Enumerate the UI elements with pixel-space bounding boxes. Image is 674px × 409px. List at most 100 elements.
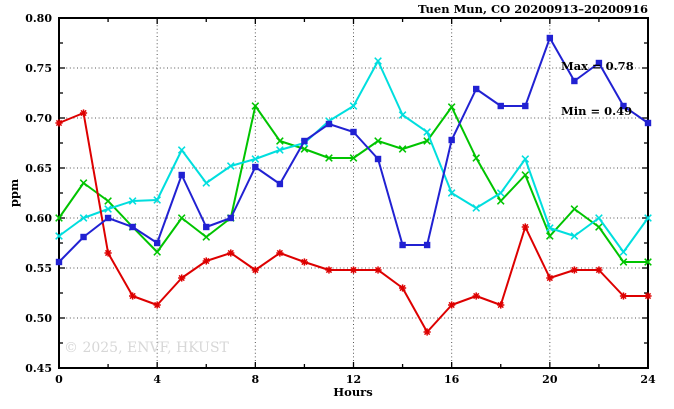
y-tick-label: 0.45 <box>25 362 52 375</box>
series-cyan-marker <box>128 197 137 205</box>
series-green <box>55 102 652 266</box>
series-blue-marker <box>276 180 284 188</box>
series-cyan-marker <box>398 111 407 119</box>
series-blue-line <box>58 37 649 263</box>
series-red-marker <box>251 266 259 274</box>
series-blue-marker <box>399 241 406 249</box>
series-cyan-marker <box>226 162 235 170</box>
chart-title: Tuen Mun, CO 20200913–20200916 <box>418 2 648 16</box>
series-blue-marker <box>620 102 627 110</box>
series-red-marker <box>153 301 161 309</box>
series-red-marker <box>497 301 505 309</box>
series-cyan-marker <box>153 196 161 204</box>
series-red-marker <box>595 266 603 274</box>
x-tick-label: 12 <box>346 373 361 386</box>
series-green-marker <box>79 179 88 187</box>
series-blue-marker <box>129 223 136 231</box>
series-green-marker <box>55 214 63 222</box>
series-red <box>55 109 652 336</box>
x-tick-label: 16 <box>444 373 460 386</box>
series-red-marker <box>300 258 309 266</box>
y-axis-label: ppm <box>7 178 21 208</box>
series-green-marker <box>496 197 505 205</box>
series-blue-marker <box>546 34 554 42</box>
series-blue-marker <box>571 77 578 85</box>
series-cyan-marker <box>619 248 628 256</box>
series-red-marker <box>178 274 186 282</box>
y-tick-label: 0.60 <box>25 212 52 225</box>
series-cyan-marker <box>276 146 284 154</box>
series-red-marker <box>325 266 333 274</box>
series-red-marker <box>374 266 382 274</box>
y-tick-label: 0.50 <box>25 312 52 325</box>
series-blue-marker <box>374 155 382 163</box>
series-blue-marker <box>473 85 480 93</box>
x-axis-label: Hours <box>333 385 373 399</box>
series-cyan-marker <box>177 146 186 154</box>
series-cyan-marker <box>496 189 505 197</box>
y-tick-label: 0.65 <box>25 162 52 175</box>
series-red-marker <box>619 292 628 300</box>
max-value-label: Max = 0.78 <box>561 59 634 73</box>
y-tick-label: 0.80 <box>25 12 52 25</box>
series-green-marker <box>472 154 481 162</box>
series-red-marker <box>644 292 652 300</box>
series-cyan-marker <box>79 214 88 222</box>
series-blue-marker <box>252 163 259 171</box>
series-blue-marker <box>178 171 185 179</box>
series-blue-marker <box>203 223 210 231</box>
series-red-marker <box>546 274 554 282</box>
series-green-marker <box>398 145 407 153</box>
min-value-label: Min = 0.49 <box>561 104 633 118</box>
series-green-marker <box>177 214 186 222</box>
y-tick-label: 0.55 <box>25 262 52 275</box>
series-cyan-marker <box>349 102 358 110</box>
series-red-marker <box>423 328 431 336</box>
x-tick-label: 20 <box>542 373 558 386</box>
series-red-marker <box>55 119 63 127</box>
series-green-marker <box>570 205 579 213</box>
series-cyan-marker <box>104 205 112 213</box>
series-red-marker <box>472 292 480 300</box>
series-green-marker <box>447 103 456 111</box>
x-tick-label: 0 <box>55 373 63 386</box>
series-green-marker <box>374 137 382 145</box>
x-tick-label: 24 <box>640 373 656 386</box>
series-green-marker <box>546 232 554 240</box>
series-cyan-marker <box>202 179 211 187</box>
series-red-marker <box>349 266 358 274</box>
series-cyan-marker <box>644 214 652 222</box>
max-min-annotation: Max = 0.78 Min = 0.49 <box>561 29 634 149</box>
series-red-marker <box>104 249 112 257</box>
series-cyan-marker <box>570 232 579 240</box>
series-green-marker <box>521 171 530 179</box>
series-cyan <box>55 57 652 256</box>
series-green-marker <box>104 197 112 205</box>
series-blue-marker <box>644 119 652 127</box>
series-blue-marker <box>153 239 161 247</box>
series-cyan-marker <box>447 189 456 197</box>
series-blue-marker <box>301 137 308 145</box>
watermark: © 2025, ENVF, HKUST <box>64 340 229 356</box>
series-red-marker <box>129 292 137 300</box>
series-blue-marker <box>497 102 504 110</box>
series-cyan-marker <box>472 204 481 212</box>
series-green-marker <box>644 258 652 266</box>
series-blue-marker <box>423 241 431 249</box>
series-green-marker <box>153 248 161 256</box>
series-green-marker <box>619 258 628 266</box>
series-cyan-marker <box>55 232 63 240</box>
series-red-marker <box>398 284 407 292</box>
y-tick-label: 0.70 <box>25 112 52 125</box>
series-blue-marker <box>595 59 603 67</box>
series-green-marker <box>251 102 260 110</box>
series-blue-marker <box>227 214 234 222</box>
series-red-marker <box>448 301 456 309</box>
series-green-marker <box>349 154 358 162</box>
series-red-marker <box>227 249 235 257</box>
series-cyan-marker <box>374 57 382 65</box>
series-cyan-marker <box>251 155 260 163</box>
series-red-marker <box>202 257 210 265</box>
